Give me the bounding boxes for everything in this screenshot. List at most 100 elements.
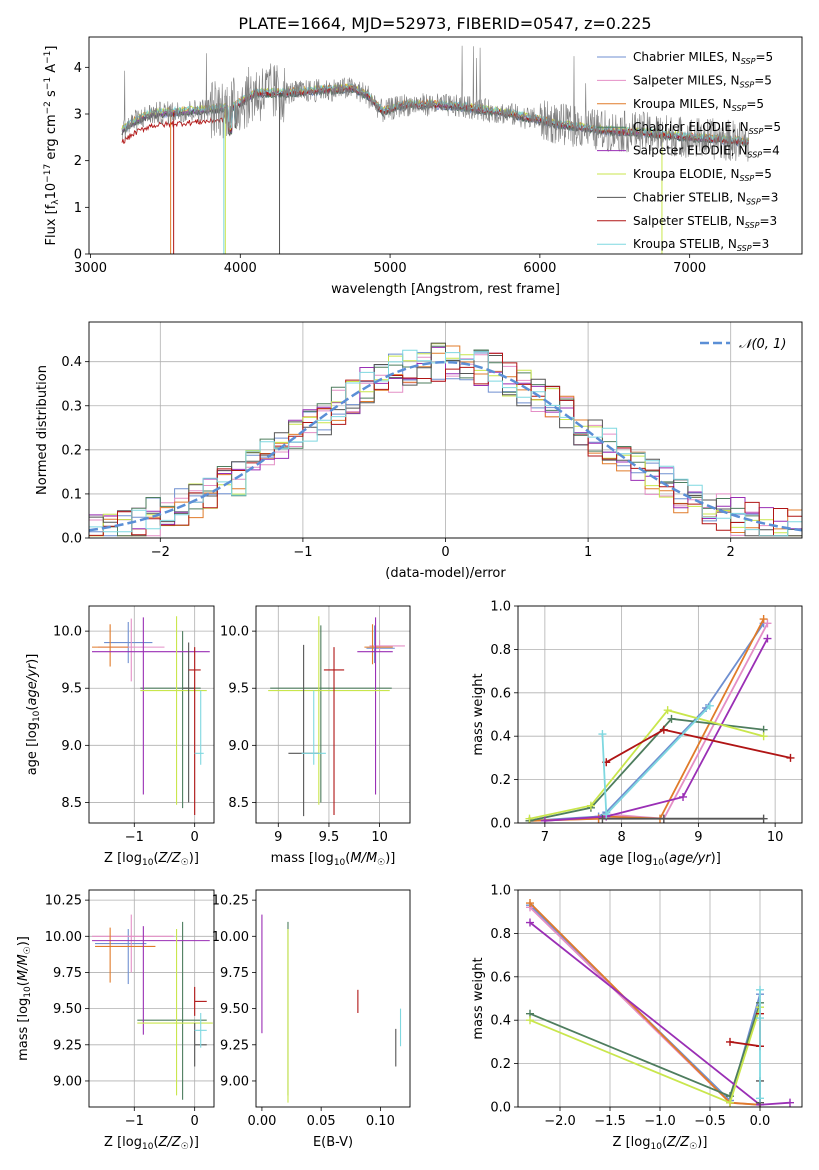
label-part: 10 — [23, 986, 33, 998]
x-tick-label: 0.0 — [750, 1114, 771, 1129]
label-part: )] — [697, 1135, 707, 1150]
y-tick-label: 8.5 — [61, 796, 82, 811]
label-part: M/M — [16, 954, 31, 981]
figure-title: PLATE=1664, MJD=52973, FIBERID=0547, z=0… — [238, 14, 651, 33]
label-part: mass [log — [16, 998, 31, 1061]
label-part: mass [log — [271, 851, 334, 866]
y-tick-label: 9.50 — [220, 1002, 249, 1017]
label-part: −1 — [43, 77, 53, 90]
y-tick-label: 0.2 — [490, 1057, 511, 1072]
legend-label: Salpeter STELIB, NSSP=3 — [633, 214, 777, 230]
label-part: ] — [44, 46, 59, 51]
y-tick-label: 10.00 — [45, 930, 82, 945]
legend-label-suffix: =4 — [762, 144, 780, 158]
weight-marker-kroupa-elodie — [525, 814, 534, 823]
histogram-kroupa-stelib — [89, 349, 802, 537]
axes-frame — [517, 889, 803, 1108]
legend-label-suffix: =5 — [763, 120, 781, 134]
x-tick-label: −2 — [151, 545, 170, 560]
y-axis-label: Flux [fλ10−17 erg cm−2 s−1 A−1] — [43, 46, 61, 246]
label-part: ☉ — [689, 1142, 697, 1152]
legend-label-subscript: SSP — [741, 57, 756, 66]
legend-label: Kroupa MILES, NSSP=5 — [633, 97, 764, 113]
y-tick-label: 10.00 — [212, 930, 249, 945]
x-axis-label: mass [log10(M/M☉)] — [271, 851, 396, 868]
y-tick-label: 8.5 — [228, 796, 249, 811]
observed-spectrum — [121, 45, 750, 162]
legend-label-text: Salpeter ELODIE, N — [633, 144, 747, 158]
weight-marker-salpeter-elodie — [540, 816, 549, 823]
label-part: 10 — [32, 710, 42, 722]
weight-line-salpeter-miles — [529, 622, 769, 822]
legend-label-suffix: =3 — [752, 237, 770, 251]
legend-label-text: Kroupa MILES, N — [633, 97, 732, 111]
legend-label-subscript: SSP — [737, 244, 752, 253]
legend-label: Kroupa STELIB, NSSP=3 — [633, 237, 769, 253]
x-tick-label: 7 — [541, 830, 549, 845]
label-part: )] — [189, 1135, 199, 1150]
axes-frame — [88, 36, 803, 255]
legend-label: Salpeter ELODIE, NSSP=4 — [633, 144, 780, 160]
label-part: −17 — [43, 164, 53, 183]
weight-marker-salpeter-elodie — [526, 918, 534, 927]
label-part: 10 — [334, 858, 346, 868]
x-tick-label: −1 — [125, 1114, 144, 1129]
legend-label-subscript: SSP — [745, 221, 760, 230]
plot-area — [268, 616, 405, 817]
label-part: )] — [711, 851, 721, 866]
label-part: s — [44, 90, 59, 101]
x-tick-label: 2 — [727, 545, 735, 560]
label-part: −2 — [43, 101, 53, 114]
legend-label: Salpeter MILES, NSSP=5 — [633, 73, 772, 89]
y-tick-label: 10.25 — [212, 894, 249, 909]
label-part: Z/Z — [666, 1135, 690, 1150]
legend-label-subscript: SSP — [746, 197, 761, 206]
y-tick-label: 0 — [74, 248, 82, 263]
label-part: A — [44, 64, 59, 77]
y-tick-label: 1 — [74, 201, 82, 216]
weight-marker-chabrier-stelib — [659, 814, 668, 823]
y-tick-label: 9.5 — [61, 682, 82, 697]
label-part: age [log — [599, 851, 652, 866]
legend-label-text: Chabrier STELIB, N — [633, 190, 746, 204]
label-part: ( — [25, 706, 40, 711]
x-axis-label: Z [log10(Z/Z☉)] — [104, 851, 199, 868]
x-tick-label: −0.5 — [694, 1114, 726, 1129]
label-part: age/yr — [25, 662, 40, 705]
weight-marker-kroupa-stelib — [756, 1094, 764, 1103]
y-tick-label: 0.4 — [61, 355, 82, 370]
x-tick-label: −1 — [125, 830, 144, 845]
y-tick-label: 9.00 — [220, 1074, 249, 1089]
label-part: )] — [25, 654, 40, 664]
y-tick-label: 0.0 — [61, 532, 82, 547]
legend-label-text: Salpeter MILES, N — [633, 73, 740, 87]
weight-line-kroupa-elodie — [529, 1006, 761, 1104]
x-tick-label: 0.05 — [307, 1114, 336, 1129]
label-part: mass weight — [471, 673, 486, 755]
weight-line-chabrier-miles — [529, 622, 765, 822]
legend-label-subscript: SSP — [749, 127, 764, 136]
legend-label: Kroupa ELODIE, NSSP=5 — [633, 167, 772, 183]
legend-label-suffix: =5 — [746, 97, 764, 111]
x-tick-label: 1 — [584, 545, 592, 560]
label-part: Z [log — [613, 1135, 651, 1150]
spectrum-panel: 3000 4000 5000 6000 7000 0 1 2 3 4 Chabrier MILES,… — [43, 36, 803, 297]
y-tick-label: 0.0 — [490, 817, 511, 832]
axes-frame — [255, 605, 411, 824]
y-tick-label: 0.6 — [490, 686, 511, 701]
label-part: (data-model)/error — [385, 566, 506, 581]
x-tick-label: 0.10 — [366, 1114, 395, 1129]
weight-marker-salpeter-elodie — [763, 634, 772, 643]
legend-label-text: Chabrier ELODIE, N — [633, 120, 749, 134]
weight-marker-kroupa-stelib — [756, 1014, 764, 1023]
plot-area — [92, 914, 213, 1100]
weight-marker-chabrier-stelib — [598, 814, 607, 823]
y-tick-label: 0.0 — [490, 1101, 511, 1116]
weight-line-salpeter-elodie — [544, 638, 769, 822]
label-part: Flux [f — [44, 204, 59, 245]
weight-marker-kroupa-elodie — [759, 732, 768, 741]
label-part: M/M — [350, 851, 377, 866]
label-part: age/yr — [669, 851, 712, 866]
weight-line-chabrier-miles — [529, 904, 761, 1103]
